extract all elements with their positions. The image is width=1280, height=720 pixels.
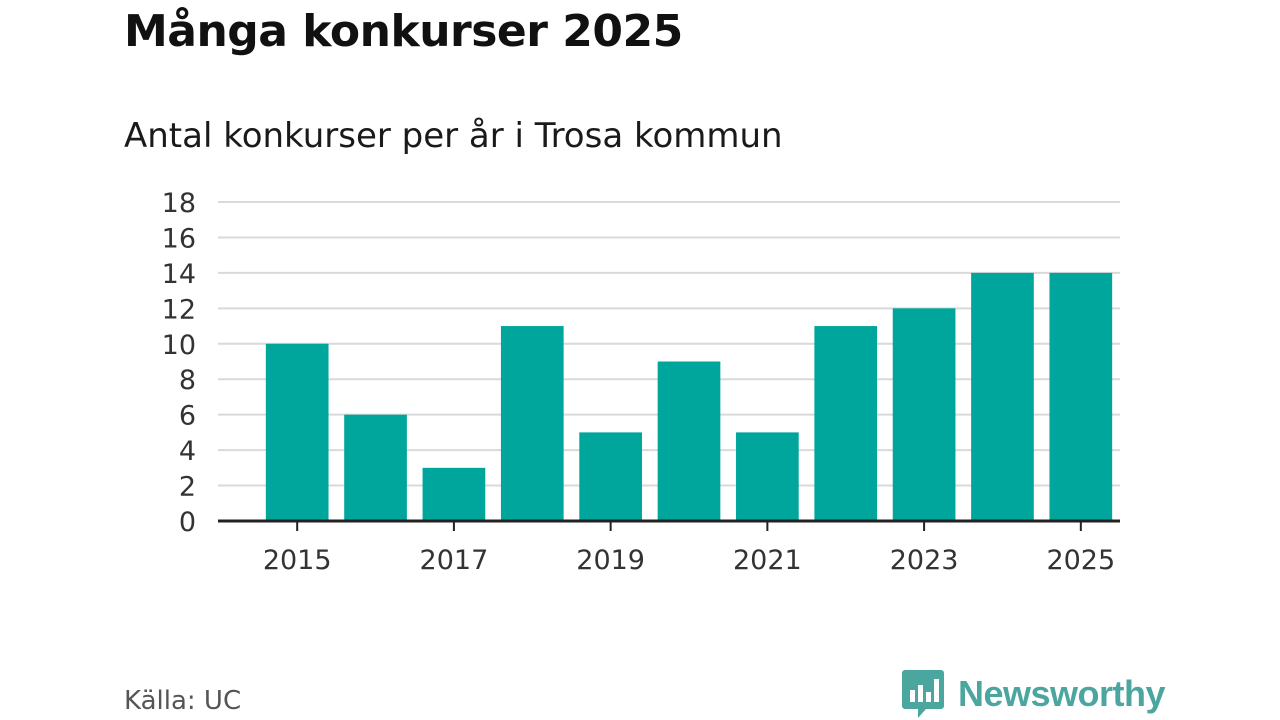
y-tick-label: 6 — [179, 401, 196, 432]
bar-2024 — [971, 272, 1034, 521]
bar-2025 — [1049, 272, 1113, 521]
bar-2015 — [265, 343, 329, 521]
y-tick-label: 12 — [162, 294, 196, 325]
bar-2020 — [657, 361, 721, 521]
y-tick-label: 10 — [162, 330, 196, 361]
brand-name: Newsworthy — [958, 673, 1166, 714]
newsworthy-logo-icon — [902, 670, 944, 718]
brand-logo: Newsworthy — [902, 670, 1166, 718]
bar-chart: 0 2 4 6 8 10 12 14 16 18 2015 2017 2019 2021 2023 2025 — [162, 188, 1120, 576]
y-tick-label: 2 — [179, 472, 196, 503]
bar-2019 — [579, 432, 642, 521]
x-axis-ticks: 2015 2017 2019 2021 2023 2025 — [263, 521, 1115, 576]
x-tick-label: 2019 — [576, 545, 645, 576]
x-tick-label: 2021 — [733, 545, 802, 576]
bars — [265, 272, 1113, 521]
chart-title: Många konkurser 2025 — [124, 6, 683, 57]
bar-2018 — [500, 326, 564, 521]
y-tick-label: 14 — [162, 259, 196, 290]
x-tick-label: 2017 — [420, 545, 489, 576]
x-tick-label: 2023 — [890, 545, 959, 576]
bar-2016 — [344, 414, 407, 521]
x-tick-label: 2015 — [263, 545, 332, 576]
chart-subtitle: Antal konkurser per år i Trosa kommun — [124, 116, 783, 156]
y-axis-ticks: 0 2 4 6 8 10 12 14 16 18 — [162, 188, 196, 538]
y-tick-label: 16 — [162, 223, 196, 254]
y-tick-label: 8 — [179, 365, 196, 396]
x-tick-label: 2025 — [1046, 545, 1115, 576]
y-tick-label: 18 — [162, 188, 196, 219]
bar-2023 — [892, 308, 956, 521]
y-tick-label: 4 — [179, 436, 196, 467]
bar-2017 — [422, 467, 486, 521]
bar-2022 — [814, 326, 878, 521]
y-tick-label: 0 — [179, 507, 196, 538]
bar-2021 — [736, 432, 799, 521]
source-note: Källa: UC — [124, 686, 242, 716]
